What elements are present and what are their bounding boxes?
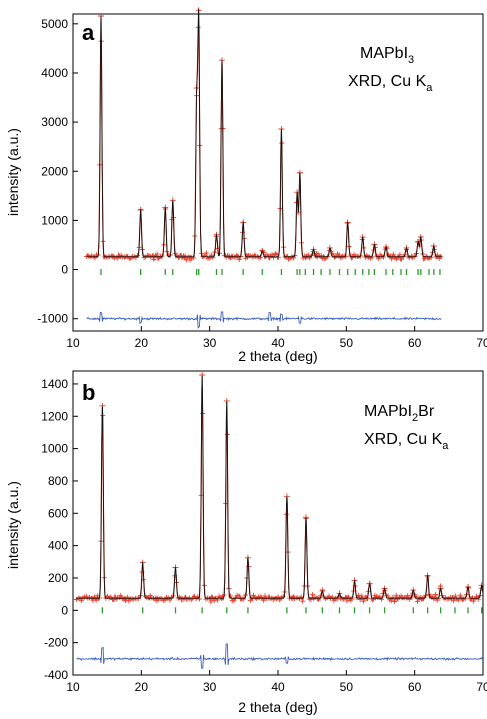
x-tick-label: 10 bbox=[66, 680, 80, 694]
calculated-line bbox=[76, 375, 484, 599]
difference-line bbox=[76, 643, 483, 669]
y-tick-label: 800 bbox=[48, 474, 68, 488]
y-tick-label: 5000 bbox=[41, 17, 68, 31]
y-tick-label: 600 bbox=[48, 506, 68, 520]
sample-label-main: MAPbI bbox=[360, 45, 408, 62]
radiation-label-sub: a bbox=[442, 440, 449, 452]
y-tick-label: 1200 bbox=[41, 409, 68, 423]
y-axis-label: intensity (a.u.) bbox=[5, 128, 21, 216]
plot-frame bbox=[72, 13, 484, 332]
x-axis-label: 2 theta (deg) bbox=[238, 348, 317, 364]
calculated-line bbox=[86, 8, 442, 258]
y-tick-label: 2000 bbox=[41, 164, 68, 178]
sample-label-sub: 2 bbox=[412, 412, 418, 424]
y-tick-label: 3000 bbox=[41, 115, 68, 129]
x-tick-label: 30 bbox=[203, 680, 217, 694]
y-tick-label: 1400 bbox=[41, 377, 68, 391]
sample-label-main: MAPbI bbox=[364, 403, 412, 420]
panel-a: a MAPbI3 XRD, Cu Ka intensity (a.u.) 2 t… bbox=[5, 7, 487, 364]
x-tick-label: 40 bbox=[271, 336, 285, 350]
y-tick-label: 4000 bbox=[41, 66, 68, 80]
y-tick-label: 400 bbox=[48, 539, 68, 553]
y-tick-label: 1000 bbox=[41, 442, 68, 456]
y-tick-label: -400 bbox=[44, 668, 68, 682]
x-tick-label: 70 bbox=[476, 336, 487, 350]
y-tick-label: 1000 bbox=[41, 213, 68, 227]
x-tick-label: 10 bbox=[66, 336, 80, 350]
x-tick-label: 40 bbox=[271, 680, 285, 694]
x-tick-label: 30 bbox=[203, 336, 217, 350]
y-axis-label: intensity (a.u.) bbox=[5, 481, 21, 569]
x-tick-label: 60 bbox=[408, 336, 422, 350]
x-tick-label: 70 bbox=[476, 680, 487, 694]
y-tick-label: -200 bbox=[44, 636, 68, 650]
radiation-label-main: XRD, Cu K bbox=[348, 73, 427, 90]
radiation-label: XRD, Cu Ka bbox=[348, 73, 433, 94]
x-tick-label: 50 bbox=[340, 680, 354, 694]
radiation-label-main: XRD, Cu K bbox=[364, 431, 443, 448]
y-tick-label: -1000 bbox=[37, 312, 68, 326]
radiation-label: XRD, Cu Ka bbox=[364, 431, 449, 452]
x-tick-label: 60 bbox=[408, 680, 422, 694]
panel-letter: a bbox=[82, 20, 95, 45]
panel-b: b MAPbI2Br XRD, Cu Ka intensity (a.u.) 2… bbox=[5, 370, 487, 715]
sample-label-tail: Br bbox=[418, 403, 435, 420]
sample-label: MAPbI3 bbox=[360, 45, 414, 66]
x-axis-label: 2 theta (deg) bbox=[238, 699, 317, 715]
sample-label-sub: 3 bbox=[408, 54, 414, 66]
radiation-label-sub: a bbox=[426, 82, 433, 94]
y-tick-label: 0 bbox=[61, 263, 68, 277]
sample-label: MAPbI2Br bbox=[364, 403, 435, 424]
x-tick-label: 50 bbox=[340, 336, 354, 350]
x-tick-label: 20 bbox=[135, 680, 149, 694]
panel-letter: b bbox=[82, 380, 95, 405]
x-tick-label: 20 bbox=[135, 336, 149, 350]
difference-line bbox=[86, 311, 442, 329]
y-tick-label: 200 bbox=[48, 571, 68, 585]
y-tick-label: 0 bbox=[61, 603, 68, 617]
